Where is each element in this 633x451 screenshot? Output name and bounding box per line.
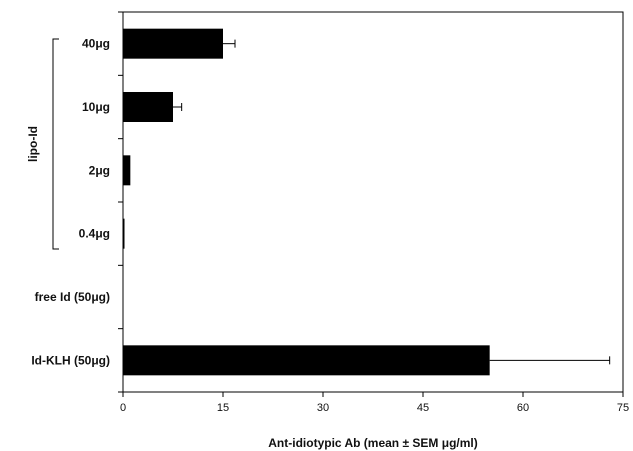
category-label: free Id (50μg) bbox=[35, 290, 110, 304]
bar bbox=[123, 155, 131, 186]
group-title: lipo-Id bbox=[26, 126, 40, 162]
x-axis-title: Ant-idiotypic Ab (mean ± SEM μg/ml) bbox=[268, 436, 477, 450]
y-ticks-group bbox=[118, 11, 123, 393]
bar bbox=[123, 218, 125, 249]
category-label: Id-KLH (50μg) bbox=[31, 353, 110, 367]
category-label: 2μg bbox=[89, 163, 110, 177]
x-tick-label: 15 bbox=[217, 402, 229, 414]
category-label: 40μg bbox=[82, 37, 110, 51]
bar bbox=[123, 28, 223, 59]
x-ticks-group: 0 15 30 45 60 75 bbox=[120, 392, 629, 414]
category-labels-group: 40μg 10μg 2μg 0.4μg free Id (50μg) Id-KLH (50… bbox=[31, 37, 110, 368]
group-bracket bbox=[52, 38, 59, 250]
plot-frame bbox=[122, 11, 624, 393]
category-label: 10μg bbox=[82, 100, 110, 114]
category-label: 0.4μg bbox=[79, 227, 110, 241]
x-tick-label: 30 bbox=[317, 402, 329, 414]
bar bbox=[123, 345, 490, 376]
error-bars-group bbox=[173, 39, 611, 365]
bars-group bbox=[123, 28, 490, 376]
x-tick-label: 75 bbox=[617, 402, 629, 414]
bar bbox=[123, 92, 173, 122]
x-tick-label: 60 bbox=[517, 402, 529, 414]
x-tick-label: 45 bbox=[417, 402, 429, 414]
x-tick-label: 0 bbox=[120, 402, 126, 414]
